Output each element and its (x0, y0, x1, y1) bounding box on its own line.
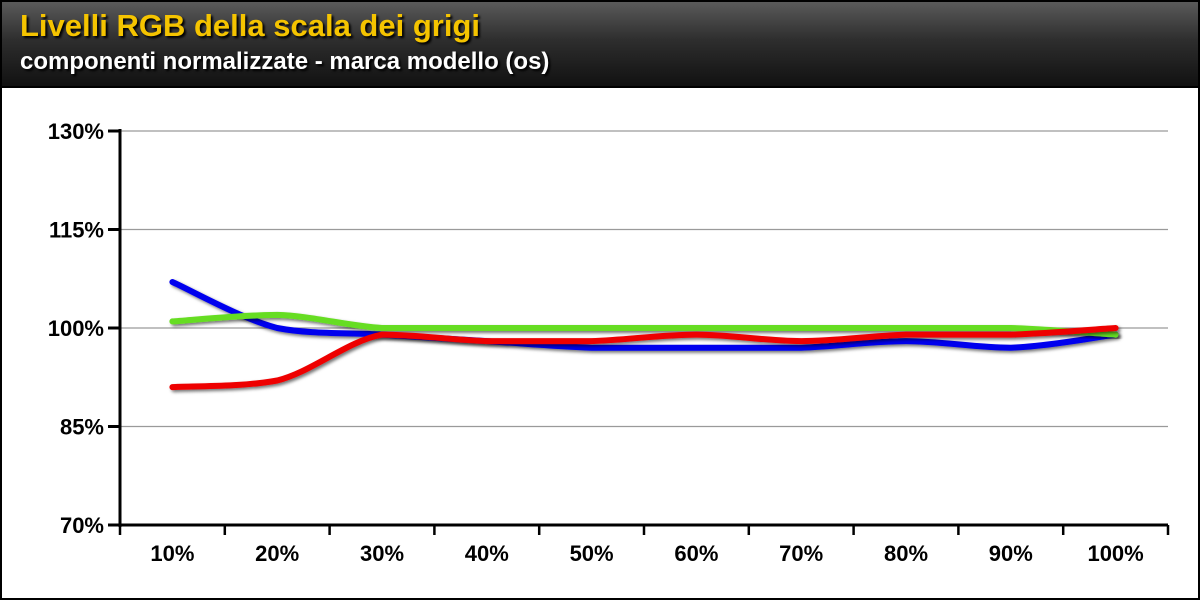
chart-subtitle: componenti normalizzate - marca modello … (20, 48, 550, 75)
series-lines (169, 279, 1119, 391)
series-line-3 (169, 325, 1119, 391)
x-tick-label: 100% (1087, 541, 1143, 566)
y-tick-label: 85% (60, 415, 104, 440)
y-tick-label: 115% (49, 218, 104, 243)
x-tick-label: 80% (884, 541, 928, 566)
x-tick-labels: 10% 20% 30% 40% 50% 60% 70% 80% 90% 100% (150, 541, 1143, 566)
x-tick-label: 50% (570, 541, 614, 566)
y-tick-labels: 70% 85% 100% 115% 130% (48, 119, 104, 538)
chart-title: Livelli RGB della scala dei grigi (20, 8, 480, 43)
series-line-1 (169, 279, 1119, 351)
axes (108, 129, 1170, 535)
x-tick-label: 40% (465, 541, 509, 566)
x-tick-label: 60% (674, 541, 718, 566)
x-tick-label: 20% (255, 541, 299, 566)
y-tick-label: 70% (60, 513, 104, 538)
x-tick-label: 70% (779, 541, 823, 566)
x-tick-label: 90% (989, 541, 1033, 566)
y-tick-label: 100% (48, 316, 104, 341)
series-line-2 (169, 311, 1119, 338)
y-tick-label: 130% (48, 119, 104, 144)
x-tick-label: 10% (150, 541, 194, 566)
x-tick-label: 30% (360, 541, 404, 566)
chart-header: Livelli RGB della scala dei grigi compon… (2, 2, 1198, 88)
